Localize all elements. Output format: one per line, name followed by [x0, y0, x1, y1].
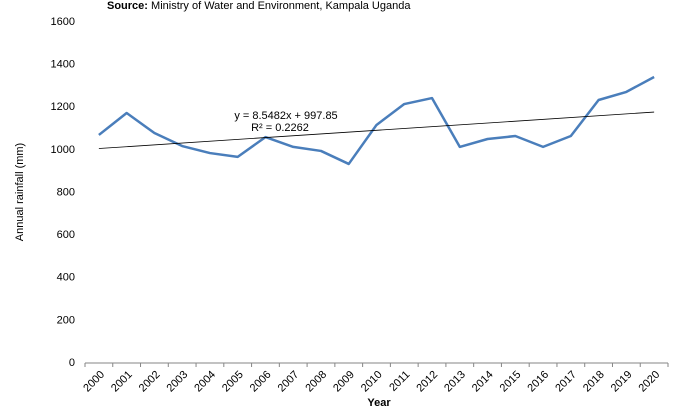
y-tick-label: 1200	[51, 101, 75, 113]
x-tick-label: 2017	[553, 369, 579, 395]
x-tick-label: 2006	[248, 369, 274, 395]
x-tick-label: 2003	[165, 369, 191, 395]
source-text: Ministry of Water and Environment, Kampa…	[151, 0, 411, 12]
chart-title: Source: Ministry of Water and Environmen…	[107, 0, 411, 12]
trend-equation: y = 8.5482x + 997.85	[234, 110, 337, 122]
y-tick-label: 0	[69, 357, 75, 369]
x-tick-label: 2016	[525, 369, 551, 395]
x-tick-label: 2001	[109, 369, 135, 395]
trend-line	[98, 111, 655, 149]
x-tick-label: 2014	[470, 369, 496, 395]
x-tick-label: 2007	[276, 369, 302, 395]
x-tick-label: 2002	[137, 369, 163, 395]
x-tick-label: 2004	[192, 369, 218, 395]
x-tick-label: 2010	[359, 369, 385, 395]
y-tick-label: 800	[57, 186, 75, 198]
x-tick-label: 2020	[636, 369, 662, 395]
trend-r2: R² = 0.2262	[251, 122, 309, 134]
x-axis-label: Year	[367, 397, 391, 409]
x-tick-label: 2009	[331, 369, 357, 395]
y-tick-label: 1400	[51, 59, 75, 71]
x-tick-label: 2011	[387, 369, 412, 394]
x-tick-label: 2013	[442, 369, 468, 395]
y-axis-label: Annual rainfall (mm)	[14, 143, 26, 241]
source-label: Source:	[107, 0, 148, 12]
x-tick-label: 2005	[220, 369, 246, 395]
x-tick-label: 2000	[81, 369, 107, 395]
y-tick-label: 600	[57, 229, 75, 241]
x-tick-label: 2018	[581, 369, 607, 395]
y-tick-label: 200	[57, 314, 75, 326]
y-tick-label: 1000	[51, 144, 75, 156]
x-tick-label: 2012	[414, 369, 440, 395]
data-line	[98, 75, 655, 166]
y-tick-label: 400	[57, 272, 75, 284]
y-tick-label: 1600	[51, 16, 75, 28]
x-tick-label: 2008	[303, 369, 329, 395]
x-tick-label: 2015	[498, 369, 524, 395]
x-tick-label: 2019	[609, 369, 635, 395]
